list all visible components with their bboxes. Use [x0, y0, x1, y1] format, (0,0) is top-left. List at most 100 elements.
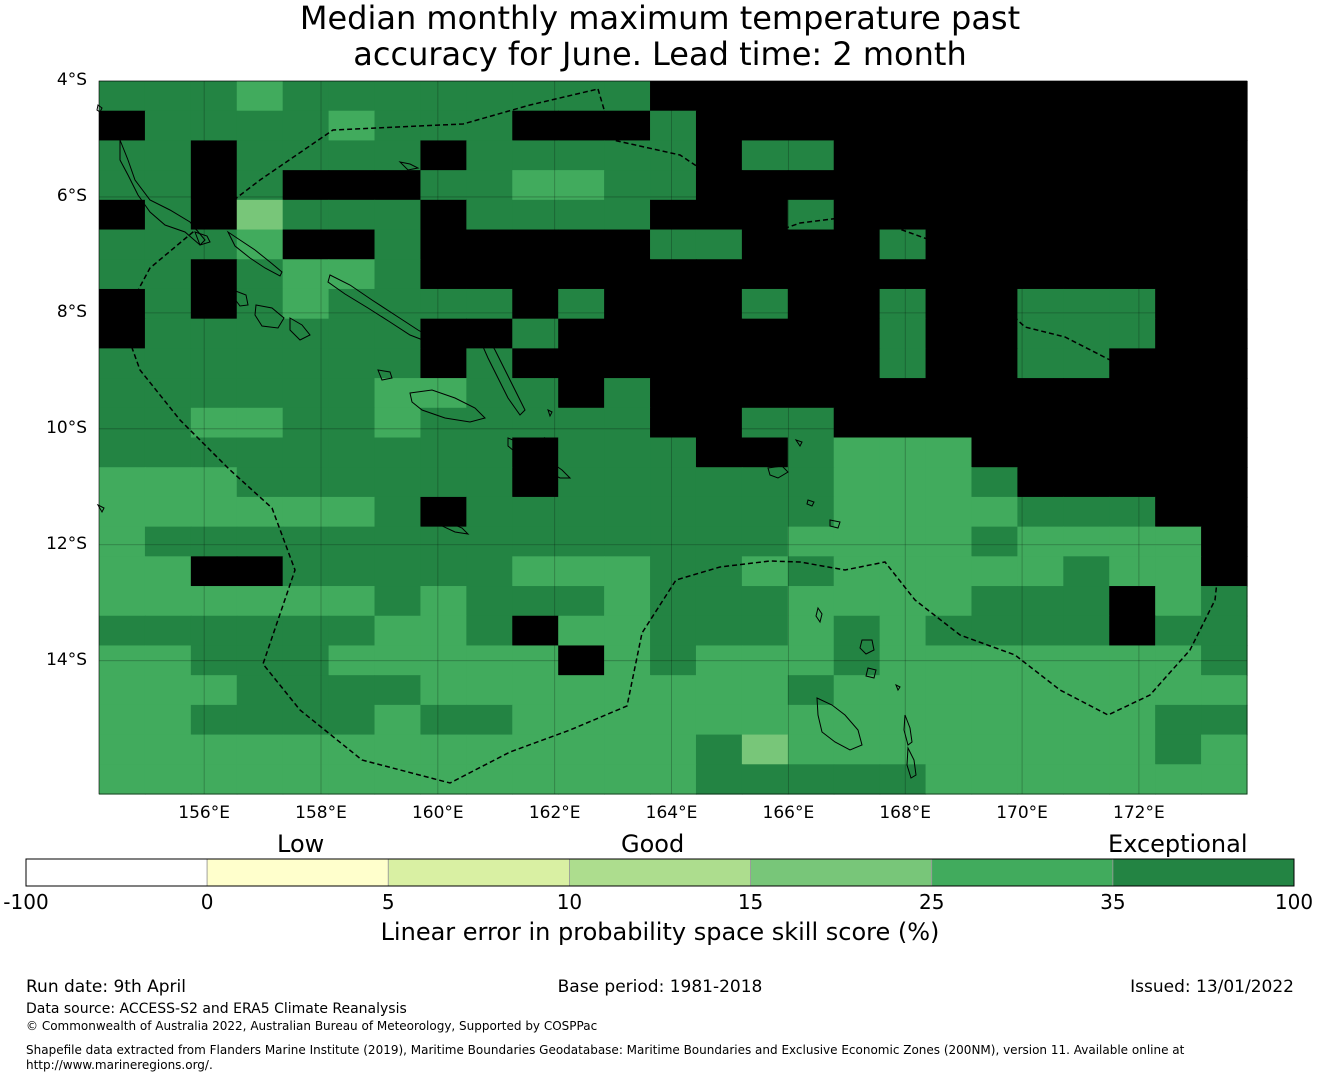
- grid-cell: [512, 318, 559, 349]
- grid-cell: [512, 81, 559, 112]
- grid-cell: [741, 288, 789, 320]
- grid-cell: [236, 140, 284, 171]
- grid-cell: [144, 526, 192, 557]
- grid-cell: [190, 586, 238, 617]
- grid-cell: [558, 645, 605, 676]
- colorbar-tick-label: 15: [737, 890, 764, 914]
- grid-cell: [1017, 229, 1064, 260]
- issued-date: Issued: 13/01/2022: [1130, 977, 1294, 997]
- base-period: Base period: 1981-2018: [557, 977, 763, 997]
- grid-cell: [144, 110, 192, 142]
- grid-cell: [558, 288, 605, 320]
- grid-cell: [695, 645, 743, 676]
- grid-cell: [374, 437, 422, 468]
- grid-cell: [1017, 704, 1064, 736]
- grid-cell: [466, 259, 513, 290]
- grid-cell: [650, 467, 697, 498]
- grid-cell: [1109, 734, 1156, 765]
- grid-cell: [1017, 496, 1064, 528]
- grid-cell: [879, 140, 927, 171]
- grid-cell: [1109, 467, 1156, 498]
- grid-cell: [512, 704, 559, 736]
- grid-cell: [650, 199, 697, 231]
- grid-cell: [741, 675, 789, 706]
- grid-cell: [512, 110, 559, 142]
- grid-cell: [879, 259, 927, 290]
- grid-cell: [99, 645, 146, 676]
- grid-cell: [1201, 110, 1248, 142]
- grid-cell: [971, 645, 1018, 676]
- grid-cell: [604, 378, 651, 409]
- grid-cell: [466, 140, 513, 171]
- grid-cell: [971, 437, 1018, 468]
- longitude-label: 170°E: [996, 803, 1048, 823]
- grid-cell: [512, 288, 559, 320]
- grid-cell: [604, 556, 651, 587]
- map-title-line-2: accuracy for June. Lead time: 2 month: [353, 35, 967, 73]
- longitude-label: 172°E: [1113, 803, 1165, 823]
- grid-cell: [1017, 318, 1064, 349]
- grid-cell: [512, 140, 559, 171]
- grid-cell: [190, 407, 238, 439]
- island-rennell: [431, 516, 470, 535]
- grid-cell: [604, 229, 651, 260]
- grid-cell: [971, 615, 1018, 647]
- category-label-low: Low: [277, 830, 325, 858]
- grid-cell: [741, 496, 789, 528]
- grid-cell: [787, 615, 835, 647]
- grid-cell: [99, 229, 146, 260]
- grid-cell: [925, 704, 973, 736]
- grid-cell: [925, 496, 973, 528]
- grid-cell: [787, 764, 835, 795]
- island-small-north: [96, 104, 103, 113]
- grid-cell: [741, 734, 789, 765]
- grid-cell: [1017, 348, 1064, 379]
- grid-cell: [971, 734, 1018, 765]
- grid-cell: [558, 318, 605, 349]
- grid-cell: [604, 526, 651, 557]
- grid-cell: [741, 704, 789, 736]
- grid-cell: [1017, 645, 1064, 676]
- grid-cell: [650, 288, 697, 320]
- grid-cell: [741, 586, 789, 617]
- island-small-east: [794, 439, 803, 447]
- grid-cell: [282, 586, 330, 617]
- grid-cell: [604, 734, 651, 765]
- grid-cell: [236, 586, 284, 617]
- island-torres: [815, 606, 823, 624]
- grid-cell: [741, 526, 789, 557]
- grid-cell: [190, 140, 238, 171]
- grid-cell: [1109, 170, 1156, 201]
- grid-cell: [99, 437, 146, 468]
- grid-cell: [1017, 675, 1064, 706]
- grid-cell: [1155, 348, 1202, 379]
- grid-cell: [420, 615, 467, 647]
- island-makira: [507, 437, 572, 479]
- grid-cell: [558, 199, 605, 231]
- island-efate: [906, 746, 917, 779]
- grid-cell: [144, 675, 192, 706]
- grid-cell: [144, 645, 192, 676]
- grid-cell: [328, 378, 376, 409]
- longitude-label: 158°E: [295, 803, 347, 823]
- island-small-ulawa: [547, 409, 553, 418]
- grid-cell: [1109, 140, 1156, 171]
- grid-cell: [1063, 734, 1110, 765]
- grid-cell: [1201, 140, 1248, 171]
- grid-cell: [604, 586, 651, 617]
- grid-cell: [190, 556, 238, 587]
- grid-cell: [787, 81, 835, 112]
- grid-cell: [466, 645, 513, 676]
- grid-cell: [879, 675, 927, 706]
- grid-cell: [144, 704, 192, 736]
- grid-cell: [236, 378, 284, 409]
- grid-cell: [1109, 556, 1156, 587]
- grid-cell: [650, 407, 697, 439]
- grid-cell: [1063, 615, 1110, 647]
- grid-cell: [833, 199, 881, 231]
- latitude-label: 8°S: [56, 301, 87, 322]
- grid-cell: [420, 407, 467, 439]
- colorbar-swatch: [1112, 858, 1295, 887]
- grid-cell: [420, 348, 467, 379]
- grid-cell: [328, 81, 376, 112]
